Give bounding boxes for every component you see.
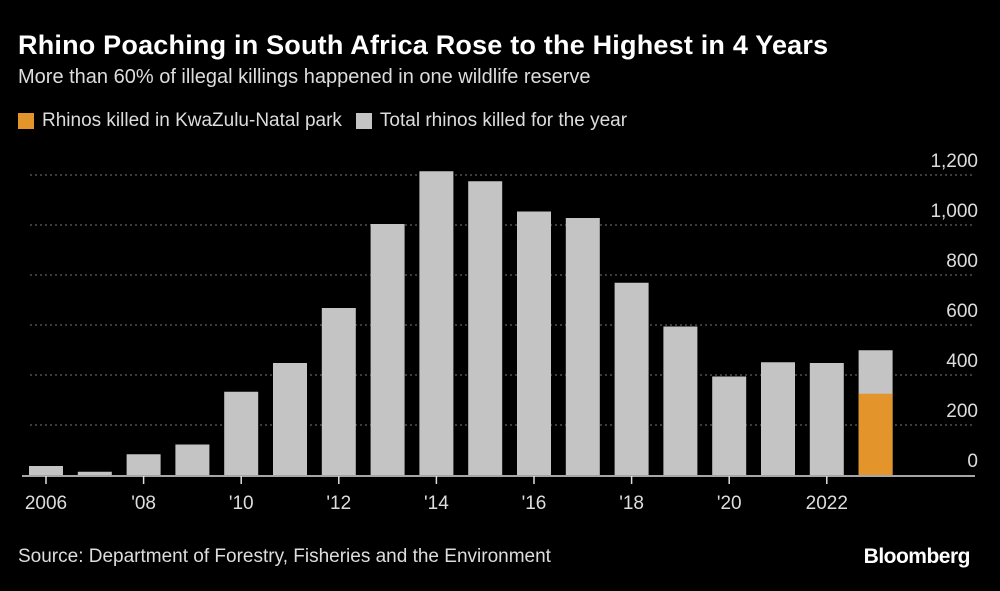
x-tick-label: '18	[619, 493, 644, 514]
y-tick-label: 1,200	[930, 151, 978, 172]
y-tick-label: 0	[967, 451, 978, 472]
legend-label-total: Total rhinos killed for the year	[379, 110, 628, 131]
legend-swatch-total	[355, 113, 372, 129]
bar-total-2007	[77, 471, 112, 475]
x-tick-label: '14	[424, 493, 449, 514]
bar-total-2020	[712, 376, 747, 475]
x-tick-label: '16	[522, 493, 547, 514]
bar-total-2019	[663, 326, 698, 475]
bar-total-2021	[761, 362, 795, 475]
bar-total-2015	[468, 181, 503, 475]
bar-total-2022	[809, 363, 844, 475]
bar-total-2017	[565, 218, 600, 475]
bar-total-2014	[419, 171, 454, 475]
bloomberg-logo: Bloomberg	[863, 545, 971, 568]
x-tick-label: '20	[717, 493, 742, 514]
bar-kzn-2023	[858, 393, 893, 475]
y-tick-label: 600	[946, 301, 978, 322]
legend-swatch-kzn	[18, 113, 34, 129]
chart-subtitle: More than 60% of illegal killings happen…	[18, 66, 591, 88]
bar-total-2012	[321, 308, 356, 475]
x-tick-label: 2022	[806, 493, 848, 514]
bar-total-2009	[175, 444, 210, 475]
legend-item-kzn: Rhinos killed in KwaZulu-Natal park	[18, 110, 342, 132]
legend-label-kzn: Rhinos killed in KwaZulu-Natal park	[42, 110, 342, 131]
source-note: Source: Department of Forestry, Fisherie…	[18, 546, 551, 567]
legend-item-total: Total rhinos killed for the year	[355, 110, 628, 132]
x-tick-label: '12	[326, 493, 351, 514]
x-tick-label: '10	[229, 493, 254, 514]
y-tick-label: 800	[946, 251, 978, 272]
x-tick-label: '08	[131, 493, 156, 514]
bar-total-2008	[126, 454, 161, 475]
chart-title: Rhino Poaching in South Africa Rose to t…	[18, 30, 829, 60]
bar-total-2010	[224, 391, 259, 475]
y-tick-label: 200	[946, 401, 978, 422]
legend: Rhinos killed in KwaZulu-Natal park Tota…	[18, 110, 627, 132]
bar-total-2006	[29, 466, 63, 475]
bar-total-2011	[273, 363, 307, 475]
x-tick-label: 2006	[25, 493, 67, 514]
y-tick-label: 400	[946, 351, 978, 372]
bar-total-2018	[614, 282, 649, 475]
y-tick-label: 1,000	[930, 201, 978, 222]
bar-total-2013	[370, 224, 405, 475]
bar-total-2016	[517, 211, 551, 475]
